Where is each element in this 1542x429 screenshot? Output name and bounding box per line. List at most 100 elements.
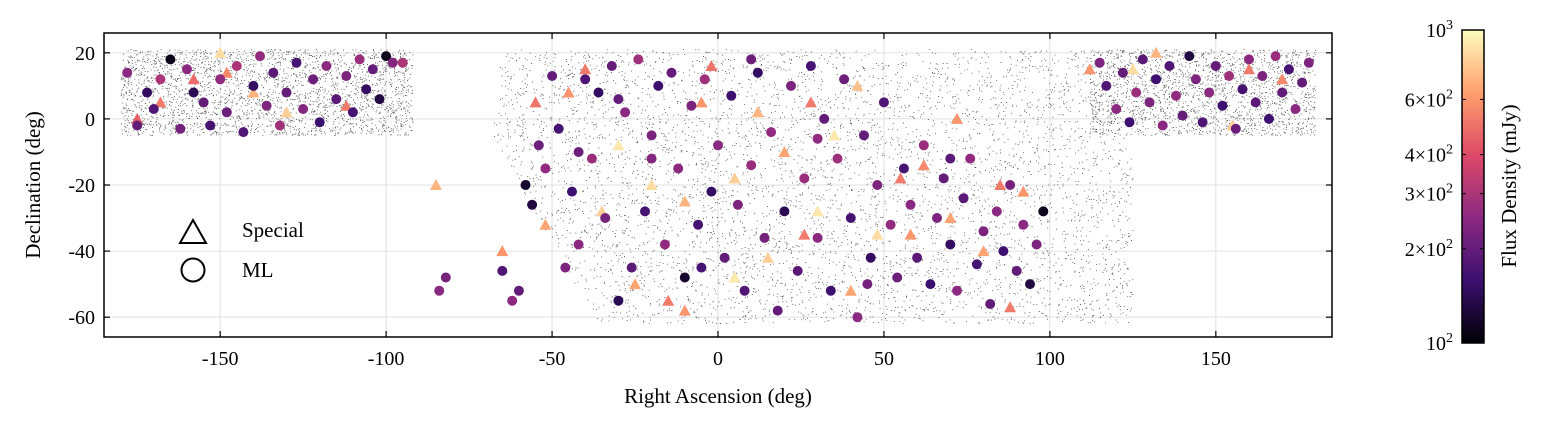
ml-source-point [560,262,571,273]
ml-source-point [666,67,677,78]
legend-circle-icon [180,257,206,283]
special-source-point [828,129,841,141]
special-source-point [904,228,917,240]
ml-source-point [148,104,159,114]
special-source-point [778,146,791,157]
ml-source-point [786,80,796,91]
special-source-point [811,205,824,217]
ml-source-point [513,285,524,296]
special-source-point [131,112,144,124]
ml-source-point [839,74,850,85]
special-source-point [154,96,167,108]
ml-source-point [726,90,737,101]
ml-source-point [1177,110,1188,121]
special-source-point [678,304,691,316]
legend: Special ML [178,217,304,283]
ml-source-point [1031,239,1042,250]
ml-source-point [696,262,707,273]
ml-source-point [354,54,365,65]
y-tick-label: -20 [68,175,95,197]
ml-source-point [1283,64,1294,75]
special-source-point [1083,63,1096,75]
ml-source-point [706,186,717,197]
ml-source-point [142,87,153,98]
ml-source-point [865,252,876,263]
ml-source-point [998,246,1009,257]
legend-triangle-icon [178,217,208,244]
special-source-point [994,179,1007,190]
colorbar-tick-label: 6×102 [1405,87,1453,111]
ml-source-point [1171,90,1181,101]
ml-source-point [1210,61,1221,71]
special-source-point [1243,63,1255,75]
ml-source-point [679,272,690,283]
special-source-point [529,96,542,108]
ml-source-point [965,153,976,164]
colorbar [1461,29,1485,344]
special-source-point [1150,46,1163,58]
ml-source-point [374,94,385,105]
ml-source-point [1117,67,1128,78]
ml-source-point [872,180,883,190]
ml-source-point [1018,219,1029,230]
ml-source-point [805,61,816,71]
special-source-point [214,46,227,58]
ml-source-point [752,67,763,78]
ml-source-point [367,64,378,75]
ml-source-point [945,153,956,164]
ml-source-point [540,163,551,174]
x-tick-label: -100 [368,348,405,370]
ml-source-point [766,127,777,138]
ml-source-point [533,140,544,151]
ml-source-point [1011,265,1022,276]
colorbar-tick-label: 102 [1426,331,1453,355]
ml-source-point [832,153,843,164]
ml-source-point [938,173,949,184]
ml-source-point [1144,97,1155,108]
colorbar-tick-label: 3×102 [1405,182,1453,206]
ml-source-point [659,239,670,250]
y-tick-label: 0 [85,109,95,131]
ml-source-point [1184,51,1195,62]
ml-source-point [1303,57,1314,68]
ml-source-point [646,153,657,164]
ml-source-point [985,299,996,309]
ml-source-point [1230,123,1241,134]
ml-source-point [593,87,604,98]
ml-source-point [321,61,332,71]
ml-source-point [215,74,226,85]
ml-source-point [507,295,518,306]
special-source-point [645,179,658,190]
ml-source-point [261,100,272,111]
ml-source-point [925,279,936,290]
ml-source-point [862,279,873,290]
ml-source-point [397,57,408,68]
ml-source-point [248,80,259,91]
y-tick-label: 20 [75,43,95,65]
ml-source-point [812,232,823,243]
ml-source-point [341,71,352,81]
ml-source-point [600,213,611,223]
ml-source-point [792,265,803,276]
ml-source-point [719,252,730,263]
special-source-point [496,245,509,257]
special-source-point [1004,301,1017,313]
special-source-point [220,66,233,78]
ml-source-point [1190,74,1201,85]
special-source-point [871,228,884,240]
special-source-point [761,251,774,263]
special-source-point [894,172,907,184]
data-markers [122,46,1314,323]
ml-source-point [1094,57,1105,68]
ml-source-point [1164,61,1175,71]
ml-source-point [905,199,916,210]
ml-source-point [713,140,723,151]
ml-source-point [255,51,265,62]
special-source-point [187,73,200,85]
ml-source-point [640,206,650,217]
ml-source-point [746,160,757,171]
ml-source-point [387,57,398,68]
ml-source-point [1005,180,1016,190]
ml-source-point [613,295,624,306]
ml-source-point [978,226,989,237]
